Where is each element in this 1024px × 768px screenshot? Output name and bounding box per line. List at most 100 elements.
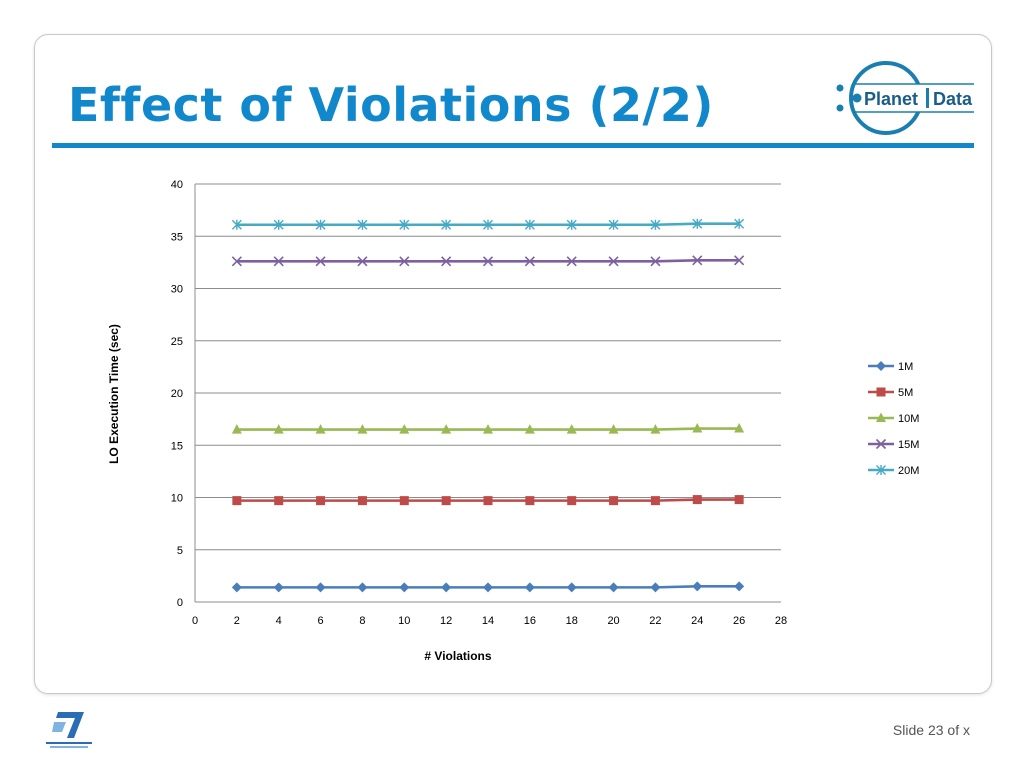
x-tick-label: 18: [566, 615, 578, 627]
data-point: [273, 256, 284, 267]
data-point: [399, 424, 410, 434]
y-tick-label: 10: [171, 493, 183, 505]
x-tick-label: 4: [276, 615, 282, 627]
chart-gridlines: [195, 183, 781, 603]
data-point: [399, 256, 410, 267]
data-point: [567, 496, 577, 506]
data-point: [608, 219, 619, 230]
x-axis-title: # Violations: [424, 649, 491, 663]
series-1M: [231, 581, 745, 593]
data-point: [441, 582, 452, 593]
legend-marker: [875, 438, 887, 450]
data-point: [608, 424, 619, 434]
data-point: [524, 424, 535, 434]
data-point: [315, 582, 326, 593]
data-point: [734, 255, 745, 266]
data-point: [525, 496, 535, 506]
data-point: [483, 424, 493, 434]
data-point: [734, 581, 745, 592]
data-point: [650, 582, 661, 593]
x-tick-label: 14: [482, 615, 494, 627]
data-point: [483, 496, 493, 506]
data-point: [231, 424, 242, 434]
y-tick-label: 30: [171, 284, 183, 296]
x-tick-label: 0: [192, 615, 198, 627]
x-tick-label: 22: [649, 615, 661, 627]
data-point: [273, 582, 284, 593]
svg-text:Data: Data: [933, 89, 973, 109]
data-point: [315, 219, 326, 230]
data-point: [482, 256, 494, 267]
y-tick-label: 0: [177, 597, 183, 609]
x-tick-label: 26: [733, 615, 745, 627]
data-point: [692, 218, 703, 229]
legend-marker: [876, 465, 886, 475]
svg-text:Planet: Planet: [864, 89, 918, 109]
series-5M: [232, 495, 744, 506]
y-tick-label: 40: [171, 179, 183, 191]
data-point: [566, 424, 577, 434]
data-point: [566, 582, 577, 593]
data-point: [231, 256, 242, 267]
data-point: [692, 495, 702, 505]
legend-marker: [876, 387, 886, 397]
data-point: [609, 496, 619, 506]
series-10M: [231, 423, 745, 434]
data-point: [608, 256, 619, 267]
fp7-logo: [46, 712, 92, 748]
legend-item: 1M: [868, 361, 913, 373]
y-tick-label: 15: [171, 440, 183, 452]
legend-item: 10M: [868, 412, 919, 425]
chart-legend: 1M 5M 10M 15M 20M: [868, 361, 919, 477]
data-point: [357, 496, 367, 506]
data-point: [399, 582, 410, 593]
legend-label: 5M: [898, 387, 913, 399]
data-point: [483, 582, 493, 593]
y-tick-label: 25: [171, 336, 183, 348]
y-tick-label: 5: [177, 545, 183, 557]
legend-label: 10M: [898, 413, 919, 425]
x-tick-label: 8: [359, 615, 365, 627]
data-point: [357, 424, 368, 434]
data-point: [650, 219, 661, 230]
data-point: [483, 219, 493, 230]
data-point: [650, 496, 660, 506]
data-point: [274, 496, 284, 506]
data-point: [566, 219, 577, 230]
data-point: [273, 424, 284, 434]
data-point: [315, 256, 326, 267]
data-point: [692, 581, 703, 592]
x-tick-label: 28: [775, 615, 787, 627]
planet-data-logo: Planet Data: [836, 61, 974, 135]
data-point: [608, 582, 619, 593]
slide-footer: Slide 23 of x: [893, 722, 970, 738]
data-point: [232, 496, 242, 506]
data-point: [524, 256, 535, 267]
y-tick-label: 20: [171, 388, 183, 400]
data-point: [316, 496, 326, 506]
series-20M: [231, 218, 745, 230]
data-point: [399, 496, 409, 506]
data-point: [524, 582, 535, 593]
x-tick-label: 20: [607, 615, 619, 627]
data-point: [650, 424, 661, 434]
data-point: [566, 256, 577, 267]
x-tick-label: 16: [524, 615, 536, 627]
legend-marker: [876, 412, 886, 422]
legend-marker: [876, 361, 886, 371]
footer-slide-number: 23: [927, 722, 944, 738]
footer-prefix: Slide: [892, 722, 925, 738]
legend-label: 20M: [898, 465, 919, 477]
data-point: [524, 219, 535, 230]
data-point: [441, 424, 452, 434]
data-point: [692, 423, 703, 433]
data-point: [441, 496, 451, 506]
x-tick-label: 12: [440, 615, 452, 627]
legend-label: 15M: [898, 439, 919, 451]
data-point: [734, 218, 745, 229]
data-point: [734, 495, 744, 505]
data-point: [650, 256, 661, 267]
legend-item: 5M: [868, 387, 913, 399]
